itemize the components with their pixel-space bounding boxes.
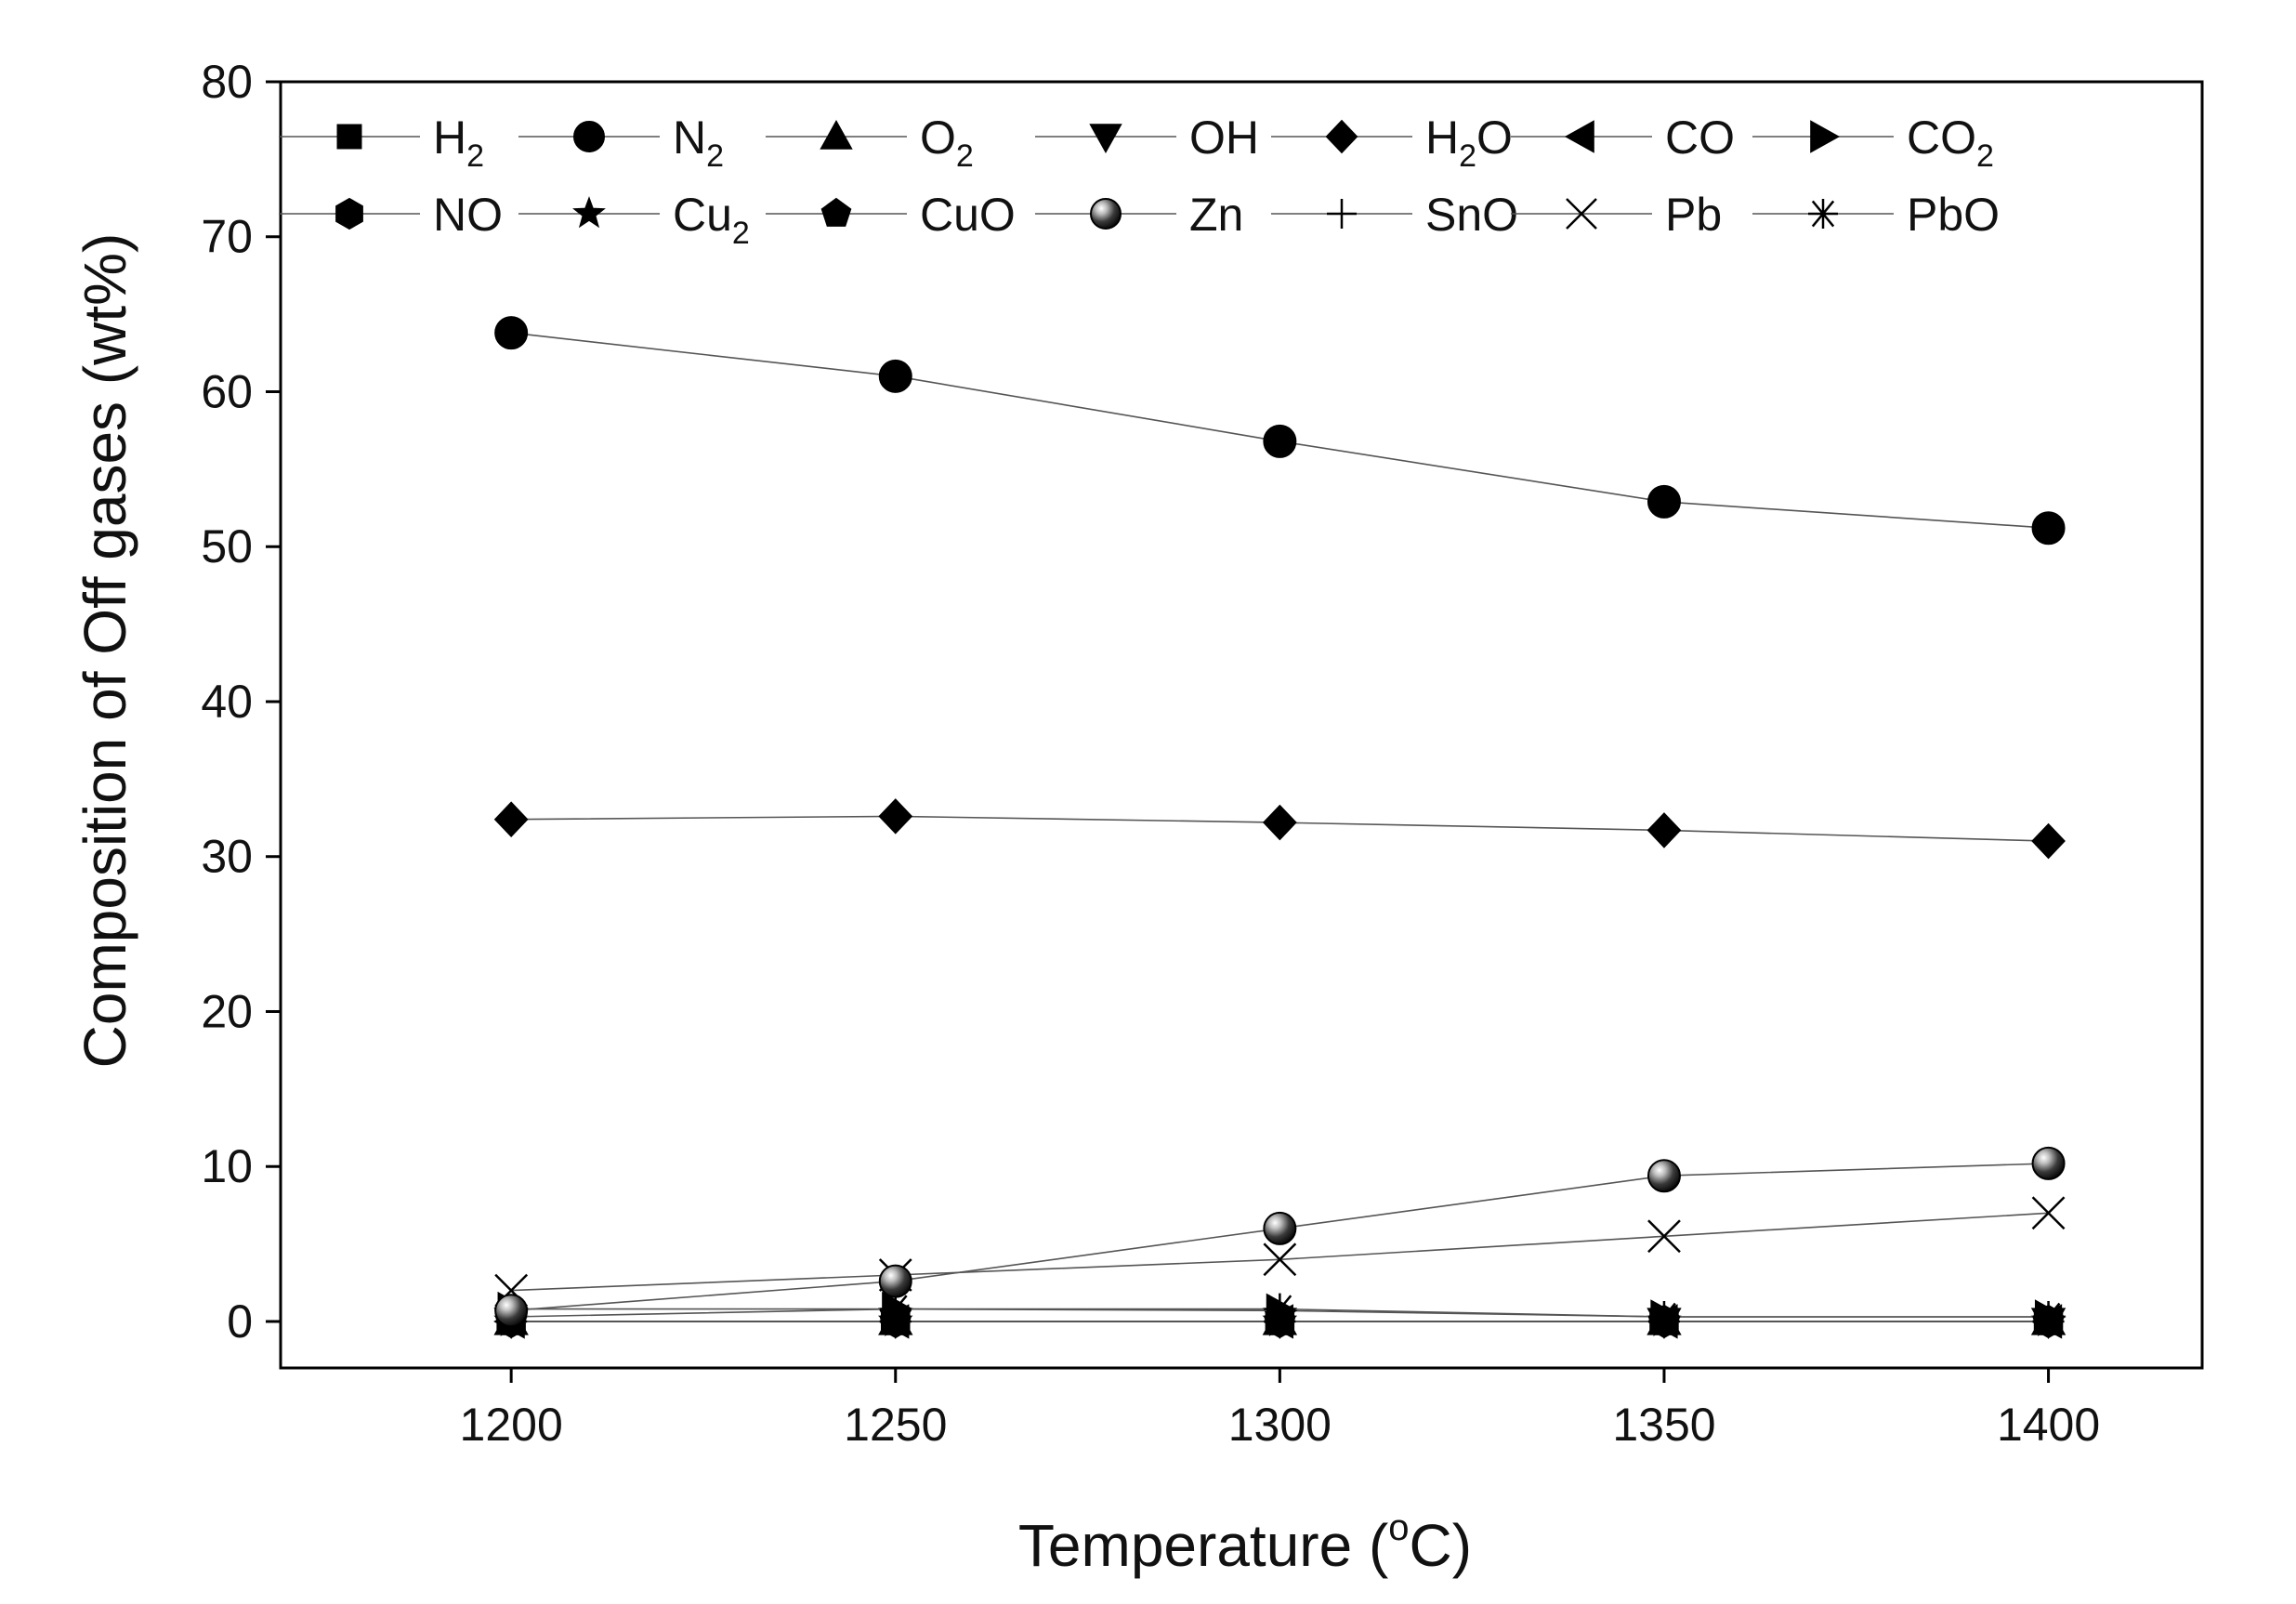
legend-item-h2o: H2O	[1271, 112, 1513, 174]
legend-label-h2: H2	[433, 112, 484, 174]
x-tick-label: 1200	[460, 1399, 563, 1451]
legend: H2 N2 O2 OH H2O CO CO2 NO Cu2 CuO Zn SnO Pb PbO	[279, 112, 2000, 251]
data-point-h2o	[1647, 812, 1682, 848]
legend-marker-no	[335, 197, 363, 230]
y-tick-label: 60	[201, 365, 253, 417]
legend-label-co: CO	[1665, 112, 1735, 164]
data-point-h2o	[493, 801, 529, 838]
legend-label-pbo: PbO	[1907, 189, 2000, 241]
x-axis-title: Temperature (oC)	[1018, 1507, 1472, 1579]
legend-item-co: CO	[1511, 112, 1735, 164]
legend-marker-zn	[1090, 198, 1122, 230]
legend-marker-n2	[573, 121, 605, 152]
data-point-pb	[1647, 1219, 1681, 1254]
legend-item-oh: OH	[1035, 112, 1259, 164]
data-point-n2	[2031, 511, 2066, 546]
plot-area: 0 10 20 30 40 50 60 70 80 1200 1250 1300 1350 1400	[201, 56, 2204, 1451]
legend-item-co2: CO2	[1752, 112, 1994, 174]
legend-label-zn: Zn	[1189, 189, 1243, 241]
data-point-h2o	[1262, 804, 1297, 841]
legend-marker-co2	[1810, 120, 1841, 153]
series-n2	[494, 316, 2066, 546]
legend-marker-h2o	[1325, 119, 1358, 154]
y-tick-label: 20	[201, 985, 253, 1037]
y-tick-label: 70	[201, 211, 253, 263]
legend-item-pbo: PbO	[1752, 189, 2000, 241]
data-point-zn	[1263, 1211, 1297, 1245]
data-point-pbo	[1647, 1300, 1680, 1333]
data-point-pbo	[879, 1293, 912, 1325]
y-tick-label: 10	[201, 1140, 253, 1192]
legend-label-co2: CO2	[1907, 112, 1994, 174]
legend-marker-pb	[1566, 198, 1597, 230]
data-point-n2	[494, 316, 529, 350]
legend-label-pb: Pb	[1665, 189, 1722, 241]
legend-label-oh: OH	[1189, 112, 1259, 164]
series-h2o	[493, 798, 2066, 860]
series-zn	[494, 1146, 2066, 1328]
data-point-zn	[494, 1294, 529, 1328]
legend-item-sno: SnO	[1271, 189, 1518, 241]
data-point-n2	[1263, 424, 1297, 458]
y-tick-label: 50	[201, 520, 253, 572]
data-point-zn	[2031, 1146, 2066, 1180]
legend-marker-h2	[336, 124, 362, 150]
plot-frame	[279, 80, 2204, 1370]
legend-item-h2: H2	[279, 112, 484, 174]
y-axis-title: Composition of Off gases (wt%)	[72, 233, 138, 1069]
legend-marker-co	[1564, 120, 1594, 153]
legend-item-no: NO	[279, 189, 503, 241]
data-point-pb	[2031, 1196, 2066, 1230]
legend-item-n2: N2	[518, 112, 724, 174]
legend-item-zn: Zn	[1035, 189, 1243, 241]
y-tick-label: 80	[201, 56, 253, 108]
data-point-h2o	[878, 798, 913, 835]
legend-item-o2: O2	[766, 112, 974, 174]
y-tick-label: 30	[201, 831, 253, 883]
legend-item-pb: Pb	[1511, 189, 1722, 241]
legend-label-cu2: Cu2	[673, 189, 750, 251]
series-group	[493, 316, 2066, 1340]
data-point-zn	[1647, 1159, 1681, 1193]
data-point-pbo	[2032, 1300, 2065, 1333]
legend-label-n2: N2	[673, 112, 724, 174]
data-point-h2o	[2031, 822, 2066, 860]
data-point-zn	[878, 1264, 912, 1298]
legend-label-cuo: CuO	[920, 189, 1016, 241]
legend-marker-pbo	[1808, 199, 1838, 229]
x-tick-label: 1350	[1612, 1399, 1715, 1451]
legend-item-cuo: CuO	[766, 189, 1016, 241]
x-tick-label: 1300	[1228, 1399, 1332, 1451]
data-point-pb	[1263, 1242, 1297, 1277]
y-tick-label: 40	[201, 676, 253, 728]
legend-marker-o2	[820, 119, 853, 150]
legend-item-cu2: Cu2	[518, 189, 750, 251]
legend-label-h2o: H2O	[1425, 112, 1513, 174]
legend-marker-sno	[1327, 199, 1357, 229]
legend-label-sno: SnO	[1425, 189, 1518, 241]
y-tick-label: 0	[227, 1295, 253, 1348]
x-tick-label: 1400	[1997, 1399, 2100, 1451]
data-point-pbo	[1264, 1293, 1296, 1325]
x-tick-label: 1250	[844, 1399, 947, 1451]
data-point-n2	[878, 359, 912, 393]
legend-label-no: NO	[433, 189, 503, 241]
legend-marker-cuo	[820, 197, 852, 227]
data-point-n2	[1647, 484, 1681, 519]
legend-label-o2: O2	[920, 112, 974, 174]
legend-marker-oh	[1089, 124, 1122, 154]
legend-marker-cu2	[572, 196, 606, 229]
